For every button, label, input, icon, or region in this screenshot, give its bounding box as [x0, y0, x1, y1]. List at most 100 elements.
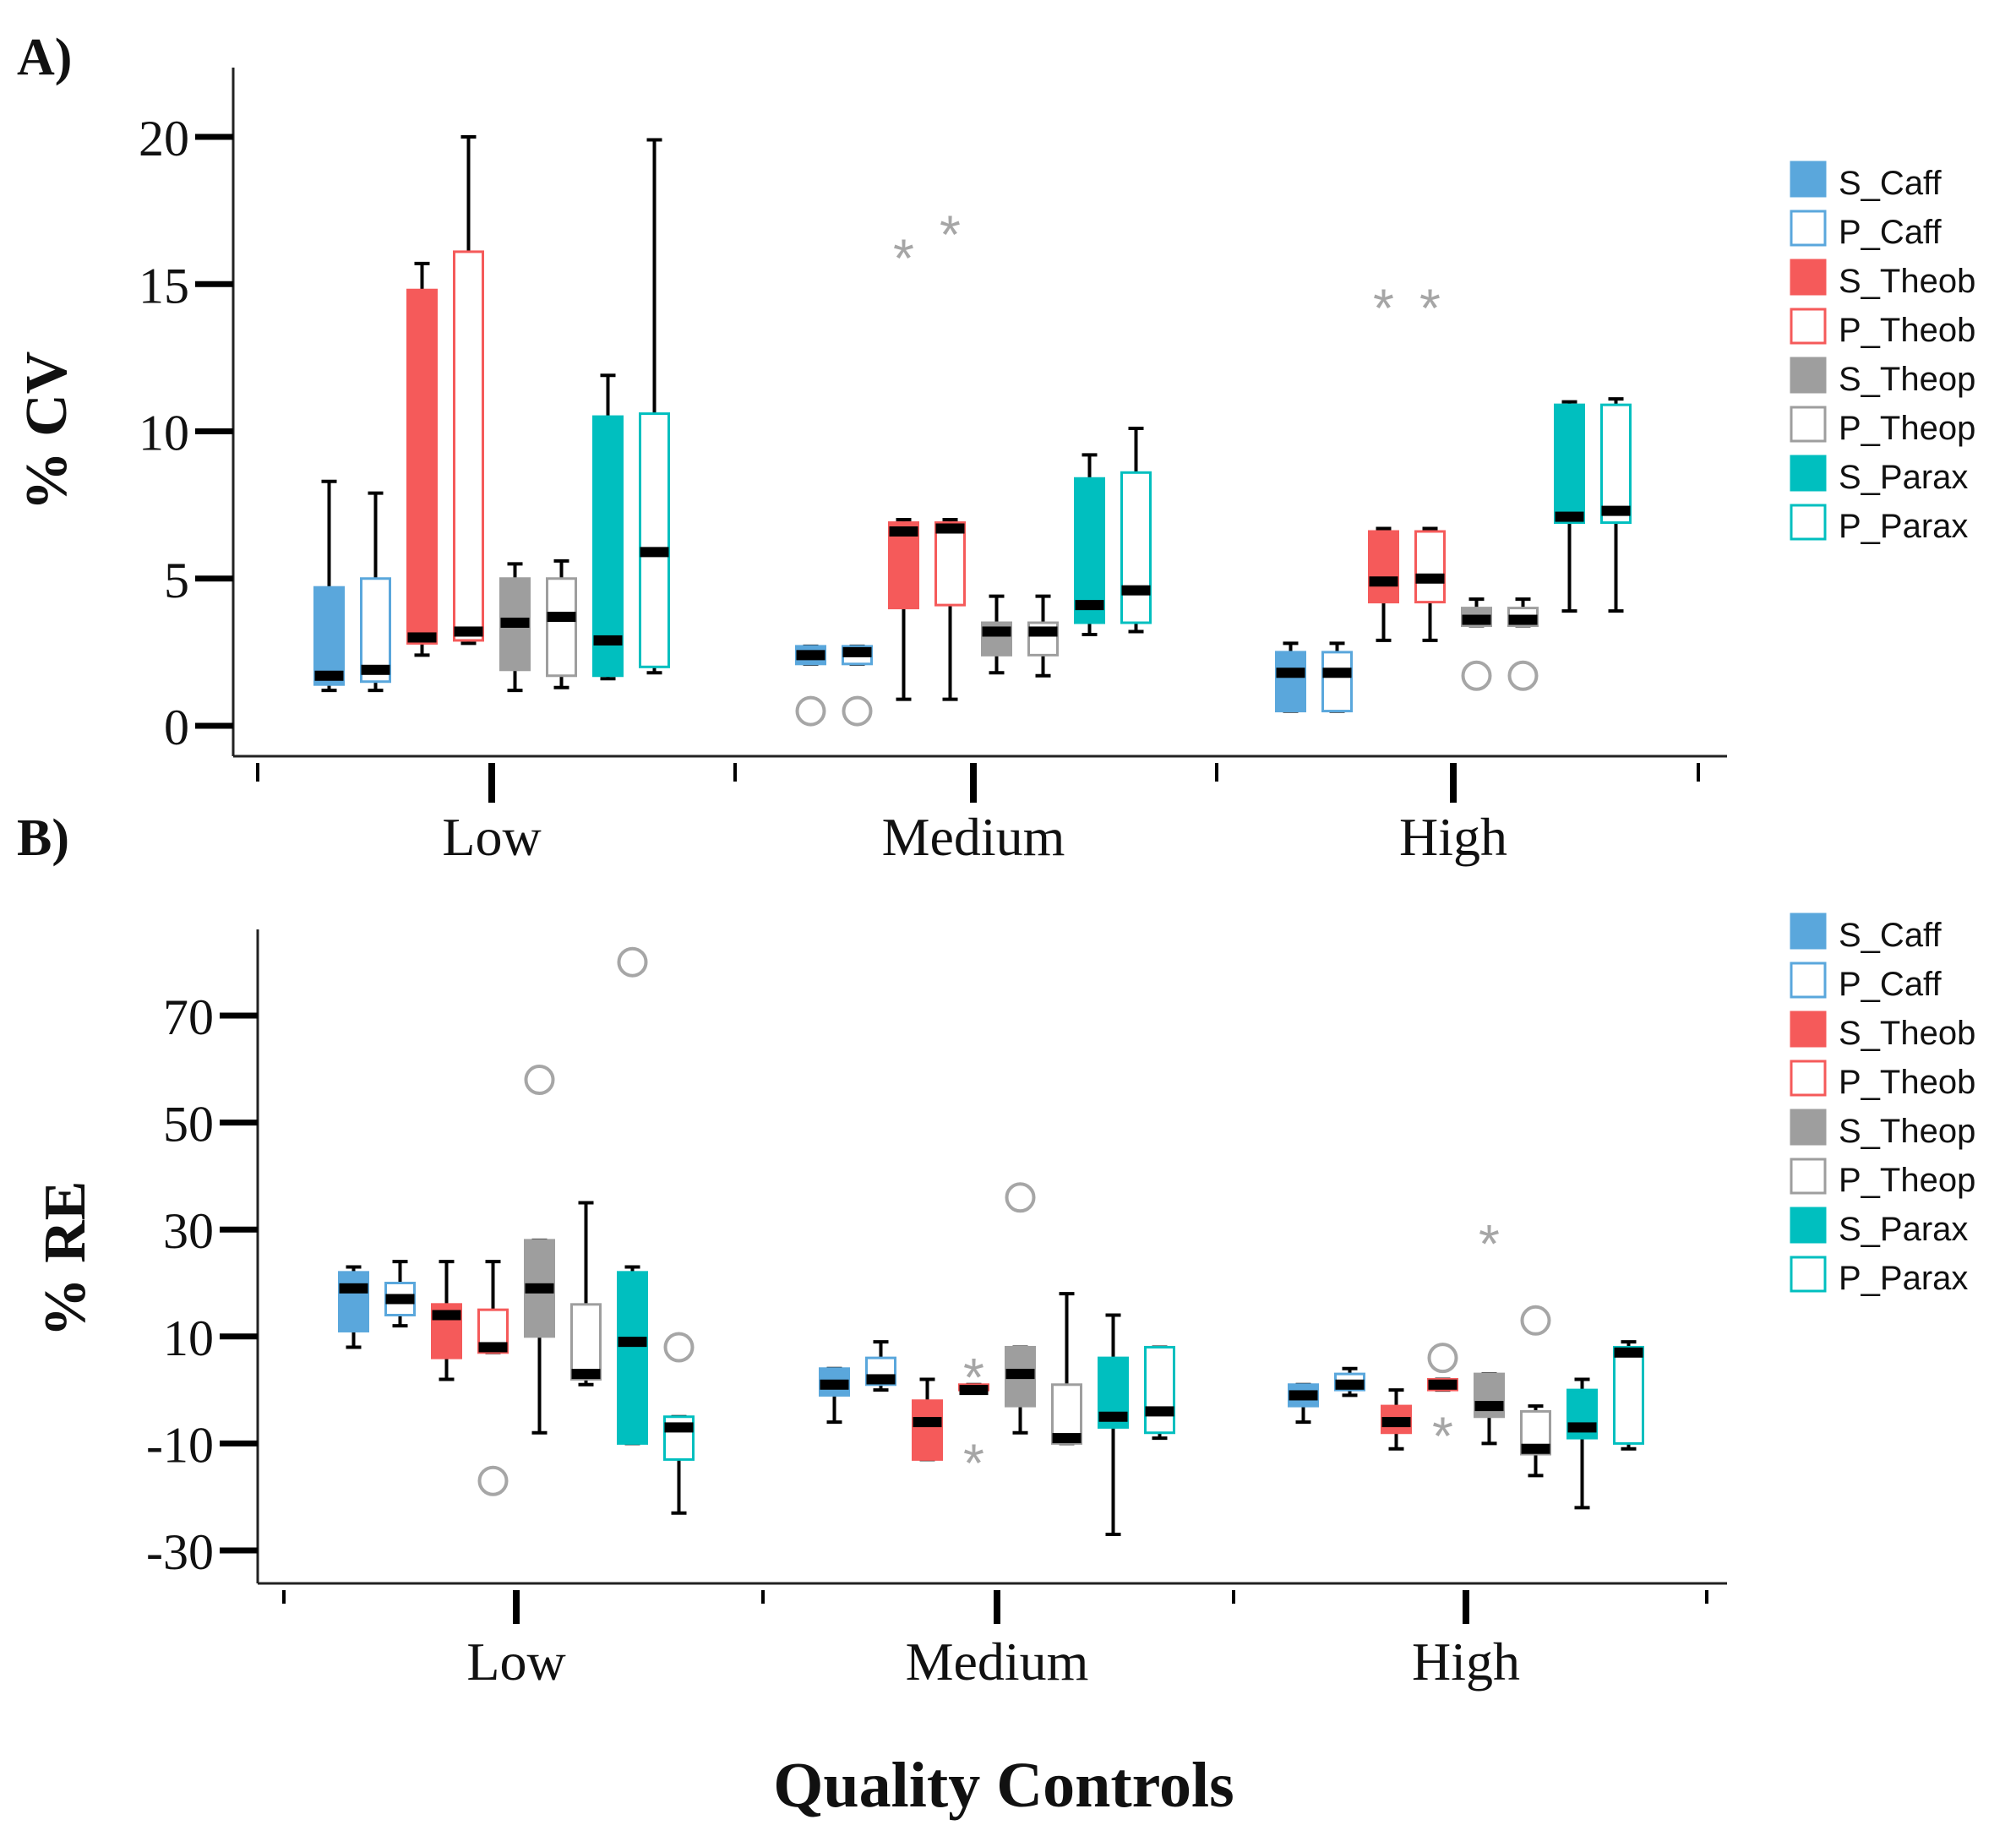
box-s-theob-low	[406, 261, 438, 657]
y-tick-label: 15	[139, 258, 189, 313]
box-s-theop-low	[524, 1064, 555, 1435]
median-line	[571, 1369, 601, 1380]
box-iqr	[546, 577, 577, 678]
box-s-parax-medium	[1074, 453, 1105, 636]
legend-swatch-p-theop	[1790, 1158, 1827, 1195]
outlier-circle	[663, 1332, 695, 1363]
box-s-theob-high	[1381, 1388, 1412, 1451]
legend-label-p-theop: P_Theop	[1839, 410, 1975, 447]
x-tick-label-low: Low	[442, 807, 541, 867]
legend-swatch-s-caff	[1790, 161, 1827, 198]
box-s-parax-low	[592, 373, 624, 681]
legend-label-p-theop: P_Theop	[1839, 1162, 1975, 1199]
legend-label-s-caff: S_Caff	[1839, 917, 1942, 954]
median-line	[842, 646, 872, 657]
x-tick-label-low: Low	[466, 1632, 565, 1692]
median-line	[1601, 505, 1631, 516]
y-tick-label: 10	[139, 406, 189, 461]
median-line	[478, 1342, 508, 1353]
box-iqr	[639, 412, 670, 668]
box-p-caff-high	[1321, 641, 1353, 713]
series-p-parax	[663, 1332, 1644, 1515]
box-p-theob-medium: *	[934, 204, 966, 701]
series-s-theop	[499, 562, 1492, 693]
box-iqr	[1600, 403, 1632, 525]
legend-label-p-caff: P_Caff	[1839, 214, 1942, 251]
legend-label-s-parax: S_Parax	[1839, 459, 1968, 496]
median-line	[1567, 1422, 1597, 1433]
box-s-theop-medium	[981, 594, 1012, 675]
x-tick-label-high: High	[1399, 807, 1507, 867]
legend-swatch-s-theop	[1790, 357, 1827, 394]
median-line	[1369, 576, 1398, 587]
series-s-caff	[313, 479, 1306, 727]
median-line	[820, 1379, 849, 1390]
outlier-star: *	[893, 227, 914, 288]
box-iqr	[912, 1399, 943, 1461]
outlier-circle	[842, 695, 873, 727]
box-s-theob-medium	[912, 1377, 943, 1462]
y-tick-label: 20	[139, 111, 189, 166]
median-line	[1381, 1417, 1411, 1428]
legend: S_Caff P_Caff S_Theob P_Theob S_Theop P_Theop…	[1790, 913, 1975, 1297]
series-s-parax	[617, 946, 1598, 1537]
series-p-theob: **	[453, 135, 1446, 701]
box-p-theop-medium	[1027, 594, 1059, 678]
box-s-theob-high: *	[1368, 278, 1399, 642]
legend-label-p-parax: P_Parax	[1839, 508, 1968, 545]
legend-label-s-theop: S_Theop	[1839, 361, 1975, 398]
median-line	[889, 526, 918, 537]
legend-label-s-caff: S_Caff	[1839, 165, 1942, 202]
panel-label: B)	[17, 809, 69, 867]
series-p-theob: ** *	[477, 1260, 1458, 1496]
box-p-caff-medium	[842, 644, 873, 727]
outlier-star: *	[1432, 1406, 1453, 1467]
box-p-theop-high	[1520, 1305, 1551, 1478]
median-line	[1415, 573, 1445, 584]
y-tick-label: 5	[164, 553, 189, 608]
legend-label-s-theop: S_Theop	[1839, 1113, 1975, 1150]
legend-swatch-p-theob	[1790, 1060, 1827, 1097]
legend-label-s-theob: S_Theob	[1839, 263, 1975, 300]
legend-swatch-p-caff	[1790, 962, 1827, 999]
box-p-caff-low	[360, 491, 391, 693]
median-line	[982, 626, 1011, 637]
outlier-circle	[477, 1465, 509, 1496]
box-s-caff-medium	[819, 1366, 850, 1425]
median-line	[361, 664, 390, 675]
box-s-parax-medium	[1098, 1313, 1129, 1537]
box-s-parax-high	[1554, 400, 1585, 613]
outlier-star: *	[1419, 278, 1441, 339]
median-line	[618, 1337, 647, 1348]
median-line	[1121, 585, 1151, 596]
series-p-parax	[639, 138, 1632, 675]
legend-swatch-s-theob	[1790, 259, 1827, 296]
box-p-theob-low	[477, 1260, 509, 1496]
box-p-parax-high	[1613, 1340, 1644, 1451]
box-p-theob-medium: **	[958, 1347, 989, 1493]
median-line	[1474, 1401, 1504, 1412]
box-s-theop-high	[1461, 597, 1492, 691]
box-iqr	[1554, 403, 1585, 525]
x-tick-label-high: High	[1412, 1632, 1520, 1692]
box-p-theop-low	[546, 558, 577, 689]
median-line	[664, 1422, 694, 1433]
box-iqr	[1275, 651, 1306, 713]
box-p-parax-medium	[1120, 427, 1152, 634]
box-s-caff-low	[313, 479, 345, 693]
legend-swatch-s-theob	[1790, 1011, 1827, 1048]
legend-swatch-s-caff	[1790, 913, 1827, 950]
box-s-caff-low	[338, 1265, 369, 1349]
box-iqr	[406, 288, 438, 645]
box-iqr	[313, 586, 345, 686]
box-p-parax-medium	[1144, 1345, 1175, 1441]
box-iqr	[338, 1271, 369, 1332]
legend-label-p-theob: P_Theob	[1839, 1064, 1975, 1101]
box-s-parax-high	[1566, 1377, 1598, 1510]
outlier-star: *	[1479, 1213, 1500, 1274]
median-line	[640, 547, 669, 558]
median-line	[314, 670, 344, 681]
median-line	[1508, 614, 1538, 625]
legend-swatch-p-theop	[1790, 406, 1827, 443]
